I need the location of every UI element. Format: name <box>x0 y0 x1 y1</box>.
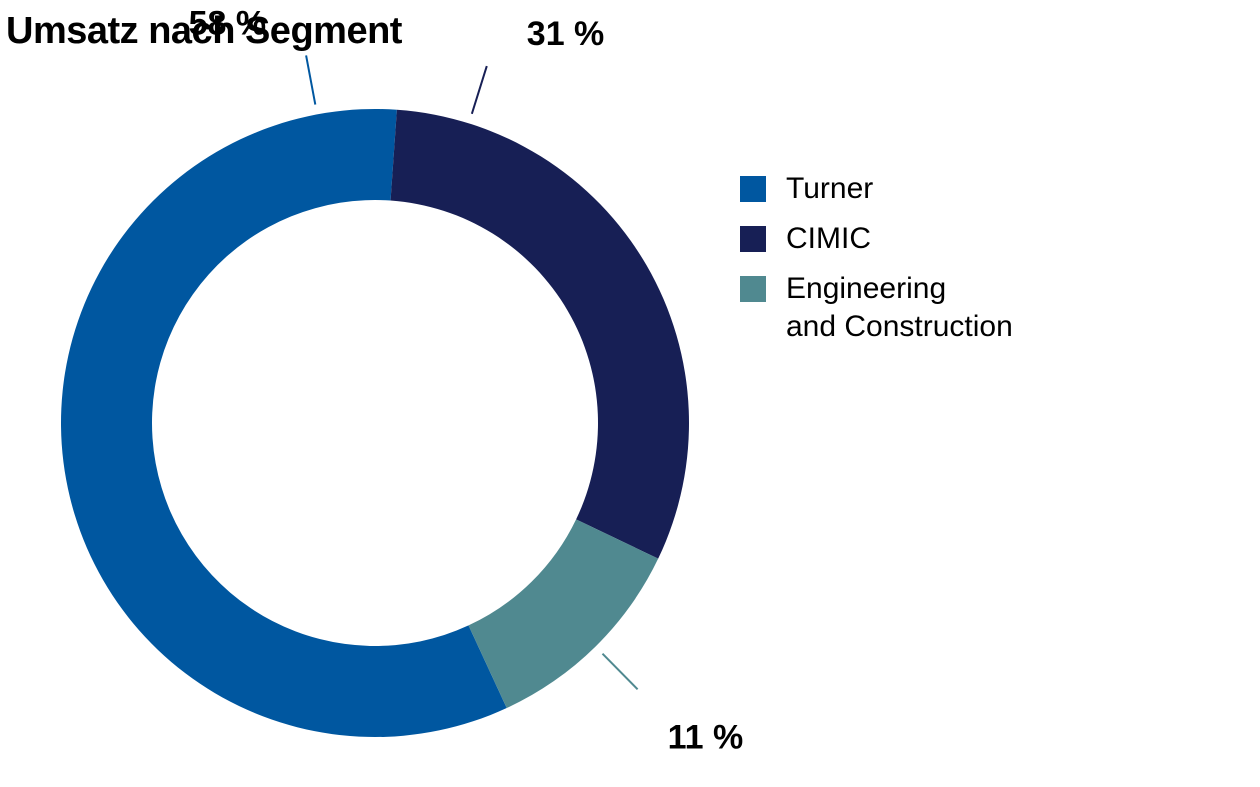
slice-engineering-and-construction <box>468 519 659 709</box>
legend-item-turner: Turner <box>740 170 1140 220</box>
leader-line-turner <box>305 55 317 105</box>
data-label-turner: 58 % <box>189 4 267 42</box>
slice-turner <box>61 109 507 737</box>
legend-label-cimic: CIMIC <box>786 222 871 255</box>
legend-item-cimic: CIMIC <box>740 220 1140 270</box>
data-label-cimic: 31 % <box>527 15 605 53</box>
legend-item-engineering-and-construction: Engineering and Construction <box>740 270 1140 343</box>
data-label-engineering-and-construction: 11 % <box>668 718 744 756</box>
legend-swatch-engineering-and-construction <box>740 276 766 302</box>
legend-swatch-cimic <box>740 226 766 252</box>
legend-swatch-turner <box>740 176 766 202</box>
chart-title: Umsatz nach Segment <box>6 10 402 52</box>
slice-cimic <box>390 109 690 559</box>
legend-label-turner: Turner <box>786 172 874 205</box>
chart-legend: Turner CIMIC Engineering and Constructio… <box>740 170 1140 343</box>
leader-line-cimic <box>470 65 488 115</box>
leader-line-engineering-and-construction <box>601 652 639 690</box>
legend-label-engineering-and-construction: Engineering and Construction <box>786 272 1013 343</box>
